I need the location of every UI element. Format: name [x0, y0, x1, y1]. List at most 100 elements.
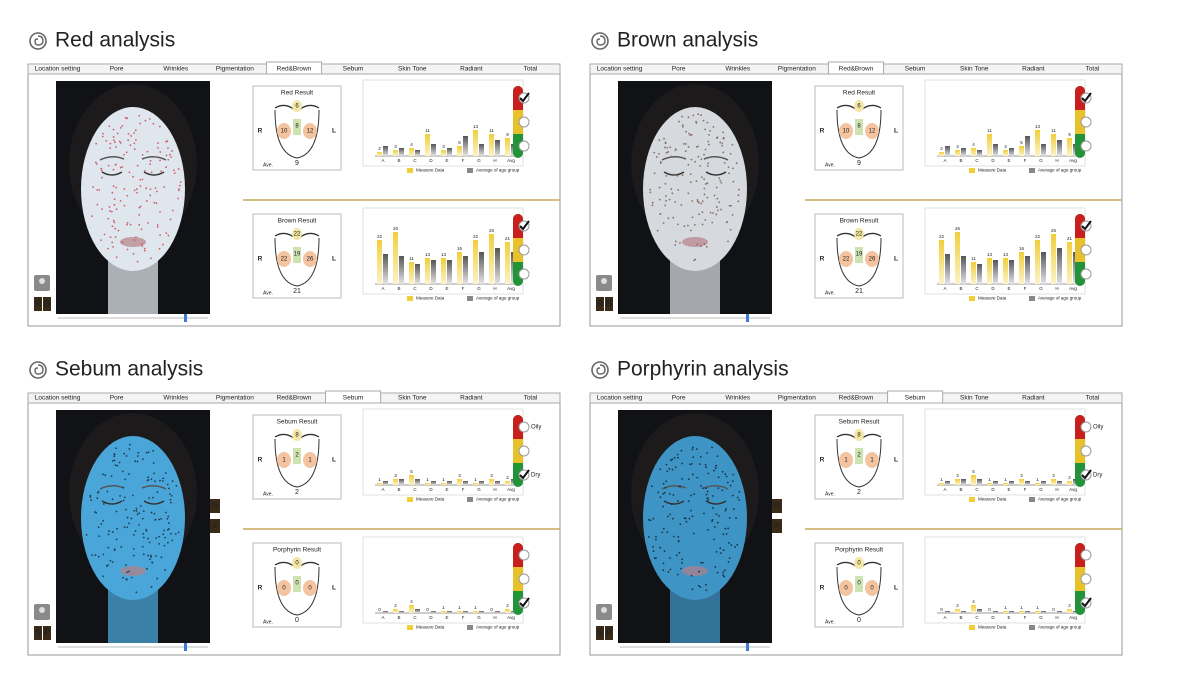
measure-bar [409, 262, 414, 284]
result-card: Brown Result 22 22 19 26 R L Ave. 21 [252, 213, 342, 299]
tab-label[interactable]: Sebum [343, 66, 364, 73]
tab-label[interactable]: Wrinkles [163, 66, 189, 73]
tab-label[interactable]: Wrinkles [725, 395, 751, 402]
tab-label[interactable]: Location setting [35, 395, 81, 402]
tab-label[interactable]: Total [524, 395, 538, 402]
speckle [150, 257, 152, 260]
tab-label[interactable]: Radiant [460, 66, 483, 73]
slider-knob[interactable] [746, 314, 749, 322]
average-bar [415, 264, 420, 284]
slider-knob[interactable] [184, 314, 187, 322]
eye [101, 500, 123, 505]
speckle [115, 208, 118, 211]
tab-label[interactable]: Red&Brown [277, 66, 312, 73]
bar-value: 1 [940, 477, 943, 482]
speckle [119, 141, 122, 144]
tab-label[interactable]: Pigmentation [778, 66, 816, 73]
speckle [683, 225, 686, 228]
slider-knob[interactable] [746, 643, 749, 651]
mode-button[interactable] [34, 626, 42, 640]
unit-button[interactable] [772, 499, 782, 513]
speckle [724, 527, 727, 530]
speckle [670, 503, 673, 506]
zone-left [277, 123, 291, 139]
mode-button[interactable] [43, 297, 51, 311]
level-option [518, 421, 530, 433]
ave-value: 21 [855, 288, 863, 295]
speckle [729, 228, 732, 231]
speckle [96, 189, 99, 191]
unit-button[interactable] [210, 499, 220, 513]
tab-label[interactable]: Pigmentation [778, 395, 816, 402]
slider-knob[interactable] [184, 643, 187, 651]
mode-button[interactable] [43, 626, 51, 640]
unit-button[interactable] [772, 519, 782, 533]
tab-label[interactable]: Skin Tone [398, 395, 427, 402]
tab-label[interactable]: Skin Tone [960, 395, 989, 402]
category-label: F [1024, 615, 1027, 620]
panel-title: Porphyrin analysis [617, 358, 789, 381]
tab-label[interactable]: Sebum [905, 66, 926, 73]
tab-label[interactable]: Wrinkles [725, 66, 751, 73]
category-label: F [462, 487, 465, 492]
face-outline [274, 109, 320, 159]
speckle [685, 130, 687, 133]
level-indicator [513, 86, 530, 158]
ave-label: Ave. [825, 290, 835, 296]
mode-button[interactable] [34, 297, 42, 311]
speckle [105, 565, 108, 568]
user-head [601, 607, 607, 613]
tab-label[interactable]: Wrinkles [163, 395, 189, 402]
tab-label[interactable]: Total [1086, 66, 1100, 73]
unit-button[interactable] [210, 519, 220, 533]
bar-value: 11 [1051, 128, 1056, 133]
category-label: C [975, 487, 979, 492]
category-label: A [943, 487, 946, 492]
category-label: A [943, 286, 946, 291]
tab-label[interactable]: Location setting [597, 395, 643, 402]
tab-label[interactable]: Pigmentation [216, 66, 254, 73]
mode-button[interactable] [605, 626, 613, 640]
tab-label[interactable]: Radiant [1022, 395, 1045, 402]
tab-label[interactable]: Red&Brown [277, 395, 312, 402]
speckle [691, 216, 694, 219]
mode-button[interactable] [605, 297, 613, 311]
mode-button[interactable] [596, 626, 604, 640]
bar-value: 0 [988, 607, 991, 612]
speckle [111, 191, 114, 194]
speckle [654, 538, 657, 541]
speckle [138, 214, 141, 216]
zone-value: 6 [295, 104, 299, 110]
speckle [136, 164, 139, 167]
tab-label[interactable]: Pore [110, 66, 124, 73]
tab-label[interactable]: Radiant [460, 395, 483, 402]
mode-button[interactable] [596, 297, 604, 311]
tab-label[interactable]: Pore [672, 395, 686, 402]
side-label: R [820, 256, 825, 263]
tab-label[interactable]: Red&Brown [839, 395, 874, 402]
category-label: B [959, 487, 962, 492]
tab-label[interactable]: Location setting [597, 66, 643, 73]
bar-value: 0 [490, 607, 493, 612]
tab-label[interactable]: Total [1086, 395, 1100, 402]
speckle [703, 193, 706, 196]
tab-label[interactable]: Pore [110, 395, 124, 402]
measure-bar [1019, 146, 1024, 156]
speckle [707, 143, 710, 146]
tab-label[interactable]: Pigmentation [216, 395, 254, 402]
speckle [716, 521, 719, 524]
tab-label[interactable]: Sebum [343, 395, 364, 402]
tab-label[interactable]: Sebum [905, 395, 926, 402]
tab-label[interactable]: Red&Brown [839, 66, 874, 73]
side-label: L [894, 256, 898, 263]
average-bar [399, 256, 404, 284]
legend-label: Measure Data [416, 625, 445, 630]
tab-label[interactable]: Pore [672, 66, 686, 73]
tab-label[interactable]: Total [524, 66, 538, 73]
speckle [664, 486, 667, 489]
tab-label[interactable]: Skin Tone [398, 66, 427, 73]
tab-label[interactable]: Radiant [1022, 66, 1045, 73]
bar-value: 1 [378, 477, 381, 482]
tab-label[interactable]: Skin Tone [960, 66, 989, 73]
tab-label[interactable]: Location setting [35, 66, 81, 73]
